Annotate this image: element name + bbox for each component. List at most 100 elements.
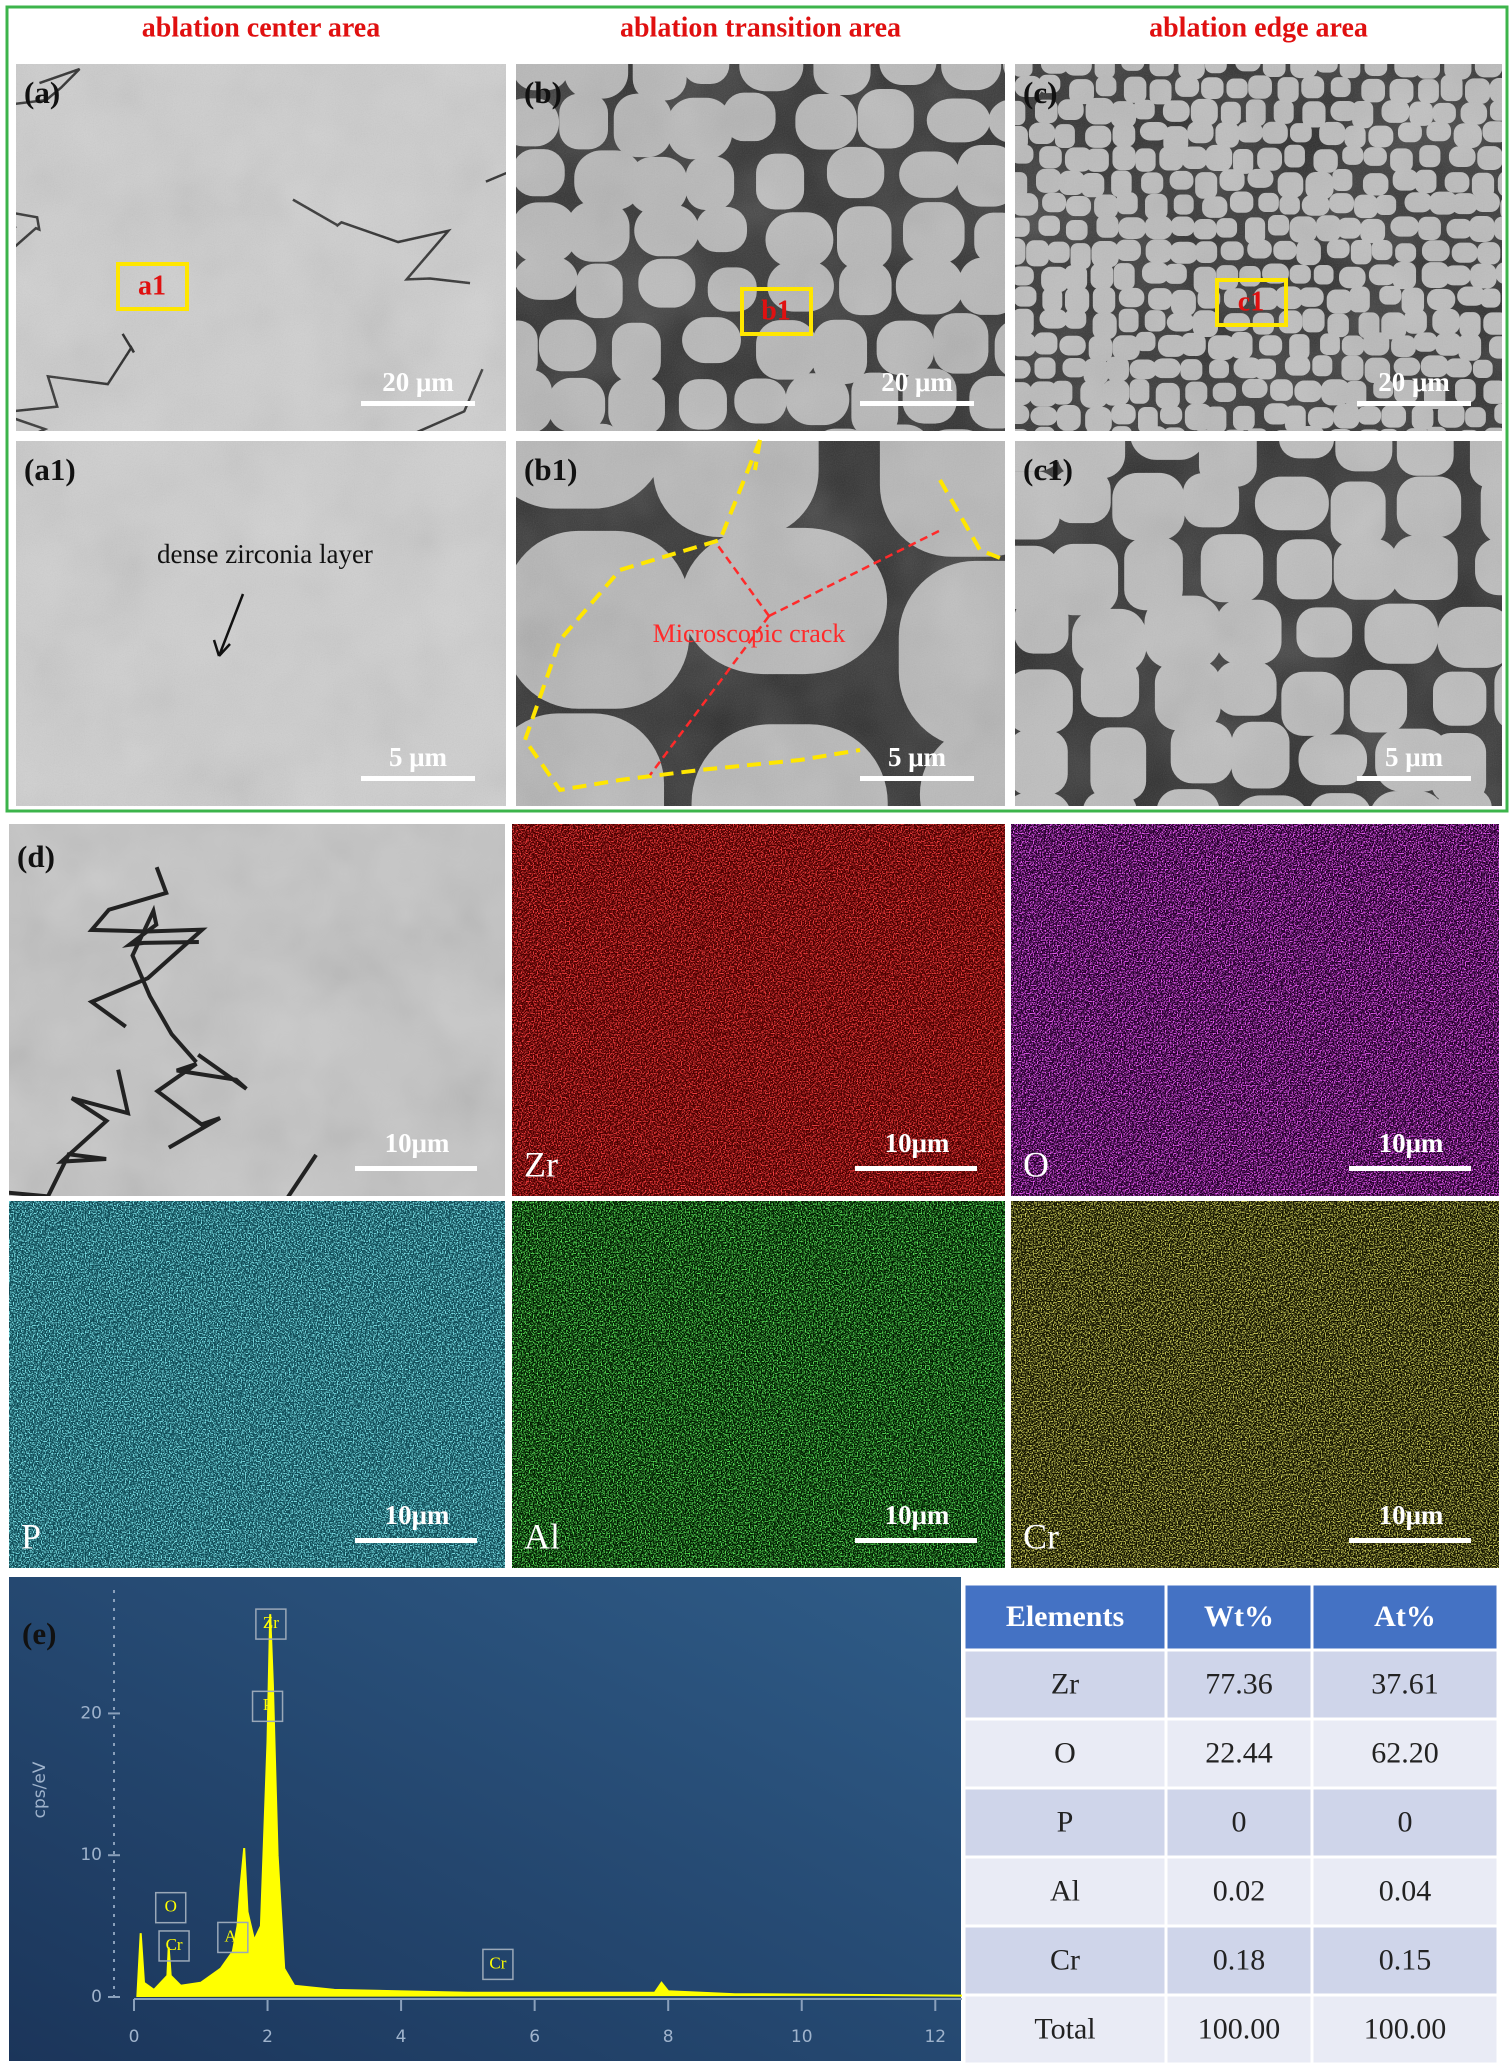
x-tick-label: 8 <box>663 2027 674 2047</box>
element-label: P <box>21 1516 41 1556</box>
cell-text: 0 <box>1232 1805 1247 1838</box>
table-cell <box>1310 1855 1500 1928</box>
speckles <box>512 824 1005 1196</box>
speckles <box>9 1201 505 1568</box>
table-cell <box>1310 1786 1500 1859</box>
texture <box>516 441 1005 806</box>
image <box>516 441 1005 806</box>
cell-text: 0.18 <box>1213 1943 1266 1976</box>
table-cell <box>1164 1855 1314 1928</box>
image <box>1015 64 1502 431</box>
column-header: ablation edge area <box>1149 12 1368 43</box>
scale-bar <box>860 401 974 406</box>
image <box>1015 441 1502 806</box>
table-cell <box>1310 1648 1500 1721</box>
x-tick-label: 10 <box>791 2027 813 2047</box>
scale-label: 10μm <box>385 1500 450 1530</box>
panel-label: (a) <box>24 75 60 110</box>
arrow <box>648 615 771 776</box>
image <box>1011 824 1499 1196</box>
cell-text: 62.20 <box>1371 1736 1439 1769</box>
image <box>16 64 506 431</box>
table-cell <box>1310 1993 1500 2066</box>
zoom-box <box>116 262 189 311</box>
peak-box <box>482 1948 514 1981</box>
x-tick-label: 4 <box>396 2027 407 2047</box>
element-label: Cr <box>1023 1516 1059 1556</box>
scale-bar <box>361 401 475 406</box>
scale-label: 10μm <box>885 1500 950 1530</box>
table-cell <box>1164 1717 1314 1790</box>
zoom-box <box>1215 278 1288 327</box>
cell-text: O <box>1054 1736 1076 1769</box>
cell-text: 77.36 <box>1205 1667 1273 1700</box>
header-cell <box>1310 1582 1500 1652</box>
peak-box <box>255 1608 287 1640</box>
peak-label: Cr <box>166 1935 183 1954</box>
x-tick-label: 0 <box>129 2027 140 2047</box>
scale-label: 10μm <box>1379 1128 1444 1158</box>
peak-label: Zr <box>263 1613 279 1632</box>
scale-label: 20 μm <box>1378 367 1450 397</box>
cell-text: P <box>1057 1805 1074 1838</box>
scale-bar <box>355 1166 477 1171</box>
arrow <box>212 593 245 657</box>
crack-outline <box>522 439 1006 793</box>
panel-label: (d) <box>17 839 55 874</box>
scale-bar <box>1349 1166 1471 1171</box>
panel-label: (a1) <box>24 452 76 487</box>
peak-box <box>158 1930 190 1962</box>
annotation: Microscopic crack <box>653 619 846 648</box>
header-cell <box>962 1582 1168 1652</box>
element-label: Al <box>524 1516 560 1556</box>
column-header: ablation center area <box>142 12 380 43</box>
scale-bar <box>361 776 475 781</box>
image <box>516 64 1005 431</box>
table-cell <box>962 1993 1168 2066</box>
table-cell <box>1164 1924 1314 1997</box>
texture <box>1015 64 1502 431</box>
crack <box>121 904 199 1064</box>
image <box>9 1201 505 1568</box>
scale-label: 5 μm <box>1385 742 1444 772</box>
image <box>1011 1201 1499 1568</box>
y-tick-label: 10 <box>80 1845 102 1865</box>
x-tick-label: 12 <box>924 2027 946 2047</box>
cell-text: 0.15 <box>1379 1943 1432 1976</box>
scale-label: 5 μm <box>888 742 947 772</box>
cell-text: 0.04 <box>1379 1874 1432 1907</box>
panel-label: (c) <box>1023 75 1057 110</box>
scale-bar <box>855 1538 977 1543</box>
peak-box <box>217 1921 249 1954</box>
peak-label: O <box>165 1897 177 1916</box>
arrow <box>768 528 942 618</box>
scale-label: 10μm <box>885 1128 950 1158</box>
scale-label: 10μm <box>385 1128 450 1158</box>
scale-bar <box>355 1538 477 1543</box>
column-header: ablation transition area <box>620 12 901 43</box>
peak-label: Cr <box>489 1953 506 1972</box>
table-cell <box>962 1855 1168 1928</box>
peak-label: Al <box>224 1926 241 1945</box>
zoom-box-label: c1 <box>1238 286 1264 317</box>
spectrum: 0 10 20 0 2 4 6 8 10 12 cps/eV (e) Zr P O Cr Al Cr <box>9 1577 963 2061</box>
eds-maps: (d) 10μm Zr 10μm O 10μm P 10μm Al 10μm Cr 10μm <box>9 824 1499 1568</box>
table-cell <box>962 1717 1168 1790</box>
panel-label: (c1) <box>1023 452 1073 487</box>
crack <box>154 1053 248 1150</box>
scale-label: 10μm <box>1379 1500 1444 1530</box>
speckles <box>1011 1201 1499 1568</box>
cell-text: Total <box>1034 2012 1095 2045</box>
sem-panels: ablation center area ablation transition … <box>16 12 1502 806</box>
zoom-box-label: b1 <box>761 295 791 326</box>
zoom-box-label: a1 <box>138 270 166 301</box>
texture <box>16 441 506 806</box>
scale-bar <box>1357 776 1471 781</box>
spectrum-area <box>136 1614 963 1998</box>
scale-label: 5 μm <box>389 742 448 772</box>
scale-label: 20 μm <box>881 367 953 397</box>
speckles <box>512 1201 1005 1568</box>
table-cell <box>1310 1924 1500 1997</box>
header-text: At% <box>1374 1600 1436 1633</box>
